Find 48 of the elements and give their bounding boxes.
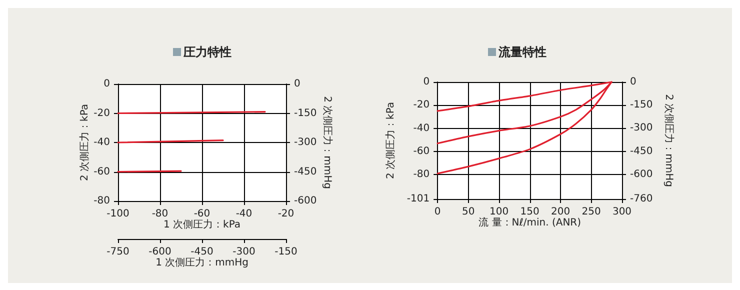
y-tick-label: -80 — [413, 169, 430, 180]
y2-tick-label: -600 — [294, 196, 317, 206]
x-tick-label: -100 — [106, 208, 130, 220]
x2-axis-title: 1 次側圧力：mmHg — [156, 256, 248, 268]
y2-tick-label: -450 — [630, 146, 653, 157]
x-tick-label: -40 — [236, 208, 252, 220]
x-tick-label: -20 — [278, 208, 294, 220]
y2-tick-label: -150 — [630, 100, 653, 111]
y-tick-label: 0 — [104, 78, 110, 90]
y-tick-label: -20 — [94, 108, 110, 119]
y2-tick-label: -300 — [294, 137, 317, 148]
y-tick-label: -60 — [94, 166, 110, 178]
y-axis-title: 2 次側圧力：kPa — [78, 104, 90, 182]
x-tick-label: -60 — [194, 208, 210, 220]
y2-tick-label: -150 — [294, 108, 317, 119]
x-tick-label: 0 — [434, 206, 441, 218]
x2-tick-label: -600 — [148, 246, 172, 258]
y2-tick-label: 0 — [630, 76, 636, 88]
y2-tick-label: -600 — [630, 168, 653, 180]
x-tick-label: -80 — [152, 208, 168, 220]
x-axis-title: 1 次側圧力：kPa — [163, 218, 241, 230]
x-tick-label: 100 — [490, 206, 509, 218]
x-tick-label: 250 — [582, 206, 601, 218]
x2-tick-label: -150 — [274, 246, 298, 258]
y-tick-label: -20 — [413, 100, 430, 111]
x-tick-label: 150 — [520, 206, 540, 218]
y-tick-label: -60 — [413, 146, 430, 158]
y-tick-label: 0 — [423, 76, 430, 88]
chart-title: 圧力特性 — [184, 45, 232, 59]
y-tick-label: -40 — [413, 122, 430, 134]
x-axis-title: 流 量：Nℓ/min. (ANR) — [478, 216, 582, 228]
y2-tick-label: -760 — [630, 194, 653, 204]
x-tick-label: 300 — [612, 206, 632, 218]
chart-title: 流量特性 — [498, 45, 546, 59]
x2-tick-label: -300 — [232, 246, 256, 258]
x2-tick-label: -750 — [106, 246, 130, 258]
y2-axis-title: 2 次側圧力：mmHg — [663, 94, 676, 187]
y-tick-label: -40 — [94, 137, 110, 148]
y-tick-label: -101 — [406, 194, 430, 204]
x-tick-label: 50 — [462, 206, 475, 218]
x2-tick-label: -450 — [190, 246, 214, 258]
y2-tick-label: -450 — [294, 166, 317, 178]
y2-tick-label: -300 — [630, 122, 653, 134]
y-axis-title: 2 次側圧力：kPa — [384, 102, 396, 180]
x-tick-label: 200 — [550, 206, 570, 218]
y2-axis-title: 2 次側圧力：mmHg — [322, 96, 334, 189]
y2-tick-label: 0 — [294, 78, 300, 90]
y-tick-label: -80 — [94, 196, 110, 206]
